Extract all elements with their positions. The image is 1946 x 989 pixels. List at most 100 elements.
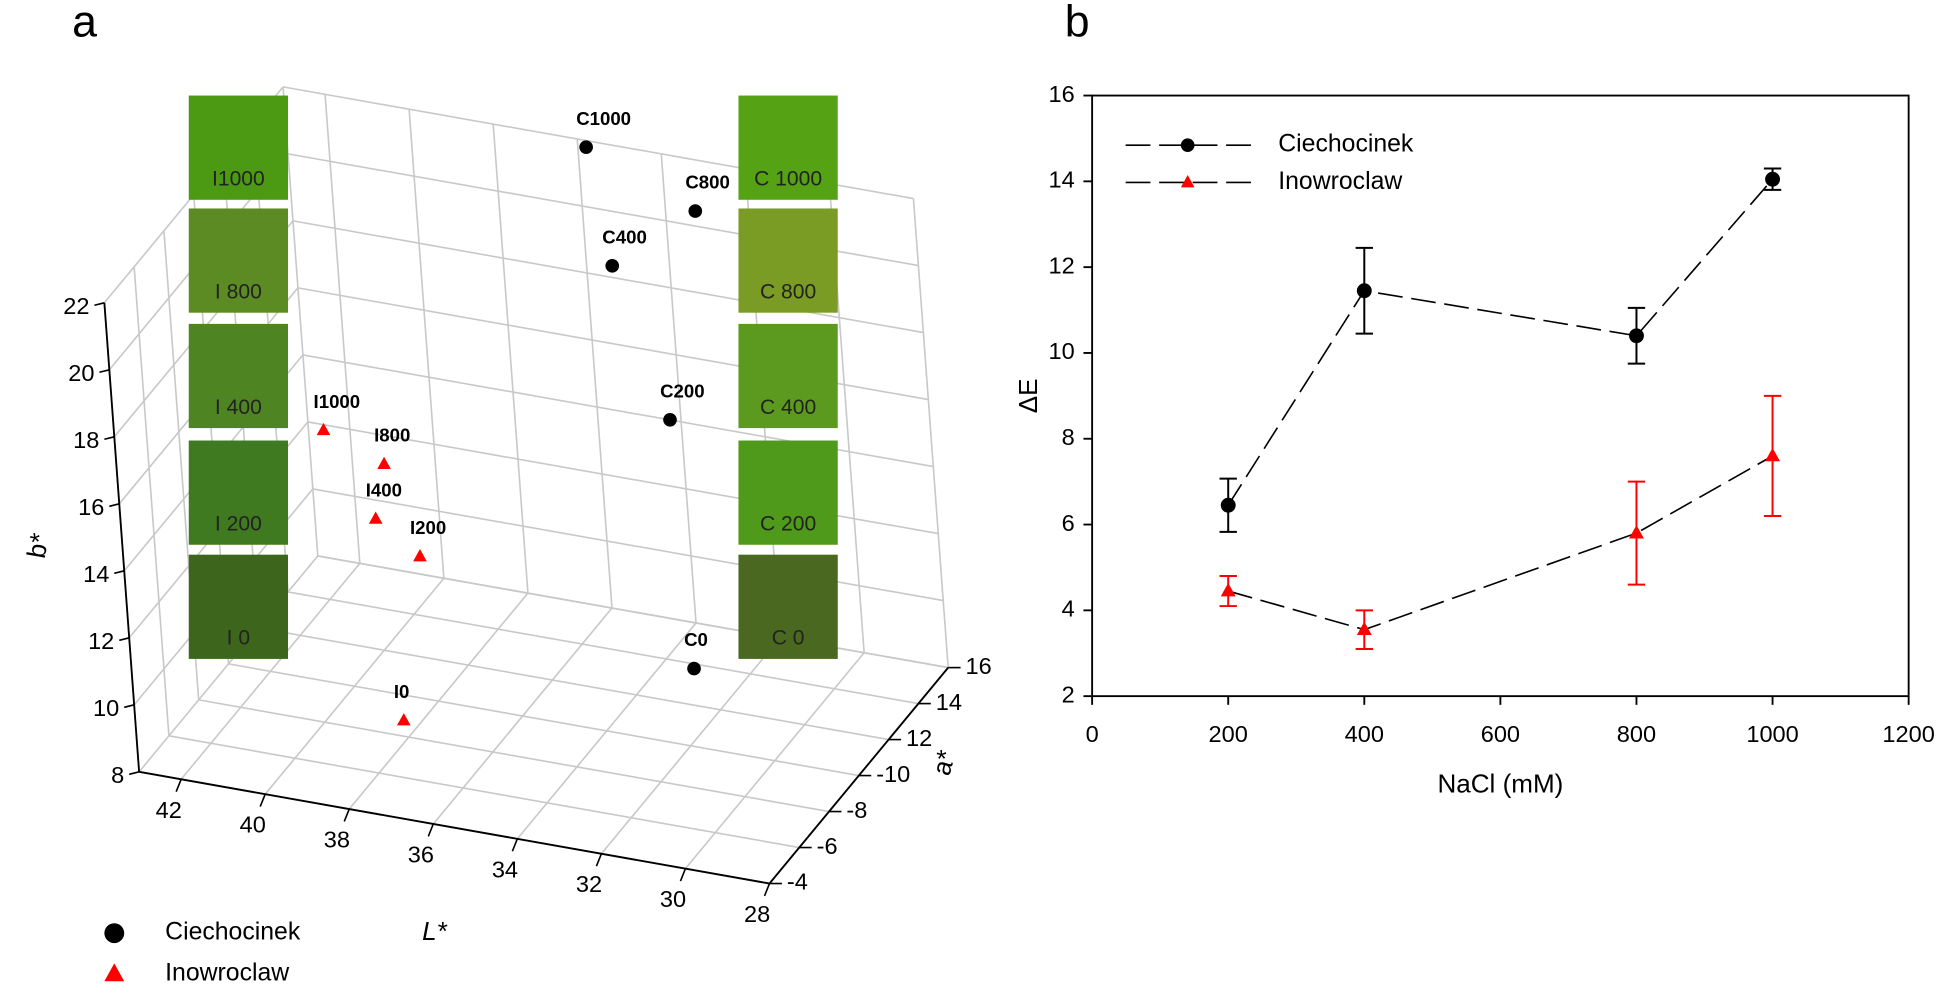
tick-mark [94, 301, 105, 307]
y-tick-label: 8 [1062, 424, 1075, 450]
y-tick-label: 2 [1062, 681, 1075, 707]
legend-marker [104, 923, 125, 944]
panel-label: a [72, 0, 97, 47]
grid-line [168, 735, 800, 849]
grid-line [282, 86, 319, 556]
tick-mark [104, 436, 115, 441]
grid-line [292, 220, 924, 334]
grid-line [312, 488, 944, 602]
tick-mark [114, 570, 125, 575]
point [396, 713, 411, 726]
point [377, 456, 391, 470]
swatch-label: C 200 [760, 512, 816, 535]
tick-mark [128, 771, 140, 776]
grid-line [302, 354, 934, 468]
tick-mark [763, 883, 771, 897]
point-label: C800 [685, 172, 730, 193]
swatch-label: I 0 [227, 627, 250, 650]
point [688, 204, 703, 218]
point [316, 422, 331, 436]
swatch [188, 440, 289, 545]
tick-mark [343, 808, 350, 822]
tick-mark [259, 793, 266, 807]
y-tick-label: 14 [1049, 167, 1075, 193]
x-tick-label: 34 [492, 856, 518, 882]
grid-line [258, 627, 889, 741]
legend-marker [104, 963, 125, 982]
y-tick-label: 4 [1062, 596, 1075, 622]
x-tick-label: 800 [1617, 721, 1656, 747]
tick-mark [99, 369, 110, 374]
y-tick-label: 16 [1049, 81, 1075, 107]
x-tick-label: 40 [240, 812, 266, 838]
point [413, 549, 427, 562]
swatch-label: I 200 [215, 512, 262, 535]
series-line [1227, 455, 1773, 631]
tick-mark [427, 823, 435, 837]
point-label: I400 [366, 479, 402, 500]
swatch [738, 208, 838, 313]
grid-line [198, 699, 830, 813]
tick-mark [109, 503, 120, 508]
legend-label: Ciechocinek [165, 919, 301, 946]
x-tick-label: 30 [660, 886, 686, 912]
swatch-label: C 800 [760, 280, 816, 303]
point-label: C400 [602, 226, 647, 247]
grid-line [317, 555, 949, 669]
point-label: C1000 [576, 108, 631, 129]
tick-mark [124, 704, 135, 709]
point [1765, 171, 1781, 187]
grid-line [492, 124, 529, 594]
legend-marker [1180, 175, 1195, 188]
grid-line [287, 591, 919, 705]
tick-mark [595, 853, 603, 867]
x-tick-label: 1000 [1746, 721, 1798, 747]
x-tick-label: 36 [408, 841, 434, 867]
x-tick-label: 0 [1086, 721, 1099, 747]
swatch-label: I 800 [215, 280, 262, 303]
z-axis-title: b* [21, 531, 55, 560]
grid-line [576, 138, 613, 609]
point [1220, 497, 1236, 513]
y-tick-label: -6 [817, 833, 838, 859]
x-axis-title: NaCl (mM) [1437, 768, 1563, 798]
axis-line [103, 302, 141, 772]
y-tick-label: 6 [1062, 510, 1075, 536]
point [605, 258, 620, 273]
z-tick-label: 14 [83, 561, 109, 587]
y-tick-label: 12 [1049, 252, 1075, 278]
y-tick-label: 10 [1049, 338, 1075, 364]
z-tick-label: 16 [78, 494, 104, 520]
y-tick-label: 12 [906, 725, 932, 751]
swatch [188, 208, 289, 313]
grid-line [408, 109, 445, 579]
grid-line [912, 198, 949, 668]
y-tick-label: 14 [936, 689, 962, 715]
point [687, 661, 701, 676]
grid-line [133, 266, 170, 736]
x-tick-label: 600 [1481, 721, 1520, 747]
z-tick-label: 20 [68, 360, 94, 386]
grid-line [660, 153, 697, 623]
tick-mark [119, 637, 130, 642]
y-tick-label: -10 [876, 761, 910, 787]
swatch-label: I 400 [215, 396, 262, 419]
x-tick-label: 400 [1345, 721, 1384, 747]
point-label: C0 [684, 629, 708, 650]
point-label: I200 [410, 517, 446, 538]
swatch-label: C 1000 [754, 168, 822, 191]
point [1629, 525, 1644, 539]
swatch [188, 95, 289, 200]
tick-mark [679, 868, 687, 882]
legend-label: Inowroclaw [165, 960, 289, 987]
swatch [738, 440, 838, 545]
point [368, 511, 383, 524]
legend-label: Inowroclaw [1278, 168, 1402, 195]
x-tick-label: 1200 [1882, 721, 1934, 747]
z-tick-label: 12 [88, 628, 114, 654]
x-tick-label: 200 [1209, 721, 1248, 747]
x-tick-label: 38 [324, 827, 350, 853]
point [1765, 447, 1781, 462]
point-label: I0 [394, 681, 410, 702]
